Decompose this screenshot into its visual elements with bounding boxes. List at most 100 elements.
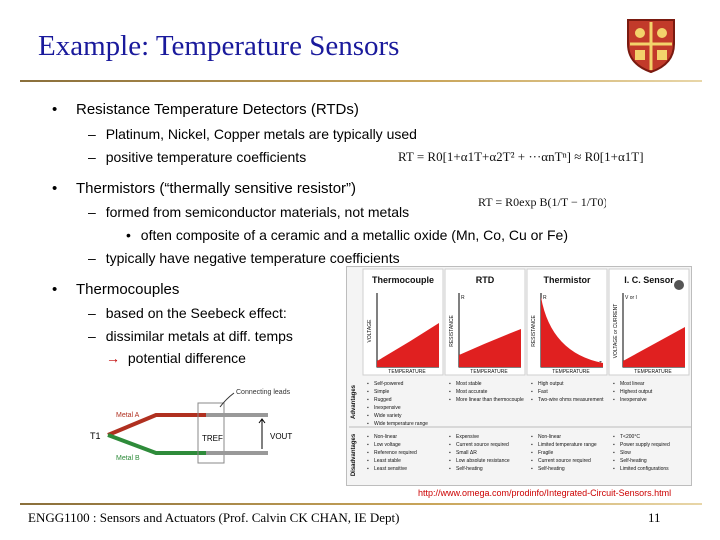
advantage-item: Most accurate <box>456 389 488 395</box>
graph-v-label: V or I <box>625 295 637 301</box>
list-bullet: ▪ <box>531 466 533 472</box>
advantage-item: Highest output <box>620 389 653 395</box>
graph-x-label: TEMPERATURE <box>552 369 590 375</box>
disadvantage-item: Self-heating <box>538 466 565 472</box>
disadvantage-item: Limited configurations <box>620 466 669 472</box>
list-bullet: ▪ <box>531 434 533 440</box>
reference-block <box>197 402 225 464</box>
footer-course-text: ENGG1100 : Sensors and Actuators (Prof. … <box>28 510 400 525</box>
sub-bullet-arrow: → potential difference <box>106 350 246 366</box>
column-header: Thermistor <box>543 275 591 285</box>
label-vout: VOUT <box>270 432 292 441</box>
list-bullet: ▪ <box>367 413 369 419</box>
bullet-text: Thermistors (“thermally sensitive resist… <box>76 180 357 197</box>
sub-bullet: – based on the Seebeck effect: <box>88 305 287 321</box>
graph-y-label: VOLTAGE or CURRENT <box>613 304 619 359</box>
list-bullet: ▪ <box>367 434 369 440</box>
sub-bullet: – formed from semiconductor materials, n… <box>88 204 410 220</box>
rtd-curve <box>459 329 521 367</box>
advantage-item: Wide variety <box>374 413 402 419</box>
advantage-item: Most stable <box>456 381 482 387</box>
thermocouple-diagram: Metal A Metal B Connecting leads T1 TREF… <box>86 385 331 467</box>
list-bullet: ▪ <box>449 381 451 387</box>
list-bullet: ▪ <box>367 397 369 403</box>
bullet-text: Thermocouples <box>76 281 180 298</box>
row-label-disadvantages: Disadvantages <box>351 433 357 476</box>
label-connecting-leads: Connecting leads <box>236 389 291 396</box>
thermistor-equation: RT = R0exp B(1/T − 1/T0) <box>476 182 607 222</box>
label-t1: T1 <box>90 431 101 441</box>
footer-divider <box>20 503 702 505</box>
list-bullet: ▪ <box>531 450 533 456</box>
advantage-item: Inexpensive <box>620 397 647 403</box>
metal-a-wire <box>107 413 206 437</box>
sub-bullet: – dissimilar metals at diff. temps <box>88 328 293 344</box>
list-bullet: ▪ <box>367 421 369 427</box>
list-bullet: ▪ <box>449 466 451 472</box>
list-bullet: ▪ <box>367 442 369 448</box>
list-bullet: ▪ <box>367 466 369 472</box>
advantage-item: Most linear <box>620 381 645 387</box>
disadvantage-item: Non-linear <box>538 434 561 440</box>
source-url: http://www.omega.com/prodinfo/Integrated… <box>416 488 674 498</box>
graph-y-label: RESISTANCE <box>531 315 537 347</box>
graph-x-label: TEMPERATURE <box>470 369 508 375</box>
svg-text:RT = R0exp B(1/T − 1/T0): RT = R0exp B(1/T − 1/T0) <box>478 195 606 209</box>
list-bullet: ▪ <box>367 450 369 456</box>
bullet-marker: • <box>52 101 58 118</box>
graph-r-label: R <box>461 295 465 301</box>
list-bullet: ▪ <box>367 405 369 411</box>
title-divider <box>20 80 702 82</box>
bullet-rtd: • Resistance Temperature Detectors (RTDs… <box>52 101 359 118</box>
column-header: I. C. Sensor <box>624 275 674 285</box>
column-header: Thermocouple <box>372 275 434 285</box>
disadvantage-item: Power supply required <box>620 442 670 448</box>
list-bullet: ▪ <box>449 434 451 440</box>
ic-sensor-icon <box>674 280 684 290</box>
advantage-item: Wide temperature range <box>374 421 428 427</box>
list-bullet: ▪ <box>613 458 615 464</box>
sub-sub-bullet: • often composite of a ceramic and a met… <box>126 227 568 243</box>
graph-r-label: R <box>543 295 547 301</box>
list-bullet: ▪ <box>367 389 369 395</box>
thermistor-curve <box>541 297 603 367</box>
disadvantage-item: Low absolute resistance <box>456 458 510 464</box>
disadvantage-item: Expensive <box>456 434 479 440</box>
list-bullet: ▪ <box>613 450 615 456</box>
disadvantage-item: Non-linear <box>374 434 397 440</box>
list-bullet: ▪ <box>613 381 615 387</box>
list-bullet: ▪ <box>531 442 533 448</box>
advantage-item: More linear than thermocouple <box>456 397 524 403</box>
disadvantage-item: T<200°C <box>620 434 640 440</box>
advantage-item: Simple <box>374 389 390 395</box>
graph-x-label: TEMPERATURE <box>388 369 426 375</box>
disadvantage-item: Current source required <box>456 442 509 448</box>
list-bullet: ▪ <box>449 397 451 403</box>
list-bullet: ▪ <box>613 389 615 395</box>
list-bullet: ▪ <box>531 381 533 387</box>
disadvantage-item: Reference required <box>374 450 417 456</box>
advantage-item: Fast <box>538 389 548 395</box>
list-bullet: ▪ <box>613 434 615 440</box>
graph-x-label: TEMPERATURE <box>634 369 672 375</box>
label-metal-a: Metal A <box>116 412 140 419</box>
disadvantage-item: Slow <box>620 450 631 456</box>
slide-title: Example: Temperature Sensors <box>38 30 400 62</box>
list-bullet: ▪ <box>613 466 615 472</box>
sub-bullet: – typically have negative temperature co… <box>88 250 400 266</box>
bullet-thermocouples: • Thermocouples <box>52 281 180 298</box>
disadvantage-item: Least stable <box>374 458 401 464</box>
connecting-leads <box>206 413 268 455</box>
bullet-marker: • <box>52 281 58 298</box>
thermocouple-curve <box>377 323 439 367</box>
svg-text:RT = R0[1+α1T+α2T² + ···αnTⁿ]: RT = R0[1+α1T+α2T² + ···αnTⁿ] ≈ R0[1+α1T… <box>398 149 644 164</box>
arrow-icon: → <box>106 350 120 366</box>
advantage-item: High output <box>538 381 564 387</box>
list-bullet: ▪ <box>367 381 369 387</box>
rtd-equation: RT = R0[1+α1T+α2T² + ···αnTⁿ] ≈ R0[1+α1T… <box>396 144 660 168</box>
disadvantage-item: Self-heating <box>456 466 483 472</box>
disadvantage-item: Fragile <box>538 450 554 456</box>
disadvantage-item: Current source required <box>538 458 591 464</box>
list-bullet: ▪ <box>613 442 615 448</box>
list-bullet: ▪ <box>449 458 451 464</box>
